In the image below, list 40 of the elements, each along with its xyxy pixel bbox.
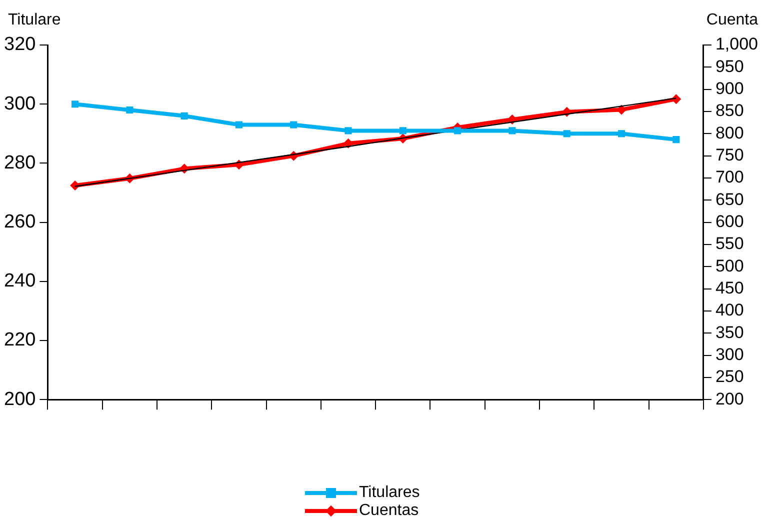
point	[672, 136, 680, 144]
y2-tick-label: 400	[715, 300, 744, 320]
y2-tick-label: 600	[715, 212, 744, 231]
point	[71, 100, 79, 108]
point	[618, 130, 626, 138]
y-tick-label: 200	[4, 388, 36, 410]
point	[399, 127, 406, 134]
y2-tick-label: 750	[715, 146, 744, 164]
point	[235, 121, 242, 128]
point	[344, 127, 352, 134]
y-tick-label: 220	[4, 330, 36, 351]
y2-tick-label: 700	[715, 168, 744, 187]
y2-tick-label: 1,000	[715, 34, 758, 54]
y2-tick-label: 650	[715, 190, 744, 209]
point	[180, 112, 188, 120]
y-tick-label: 260	[4, 212, 36, 233]
point	[508, 127, 516, 134]
y-tick-label: 300	[4, 93, 36, 114]
y2-tick-label: 500	[715, 256, 744, 276]
point	[563, 130, 570, 138]
legend-label: Cuentas	[359, 502, 419, 520]
y2-tick-label: 950	[715, 56, 744, 76]
y-tick-label: 280	[4, 152, 36, 174]
y2-tick-label: 550	[715, 234, 744, 254]
y2-tick-label: 900	[715, 79, 744, 98]
y2-axis-title: Cuenta	[706, 11, 758, 28]
y2-tick-label: 250	[715, 367, 744, 386]
y2-tick-label: 850	[715, 101, 744, 120]
y-axis-title: Titulare	[8, 11, 61, 28]
point	[126, 106, 134, 114]
point	[454, 127, 462, 134]
y2-tick-label: 800	[715, 123, 744, 142]
y2-tick-label: 200	[715, 389, 744, 408]
y2-tick-label: 450	[715, 278, 744, 298]
y2-tick-label: 300	[715, 344, 744, 364]
point	[290, 121, 298, 128]
y-tick-label: 320	[4, 34, 36, 56]
y2-tick-label: 350	[715, 322, 744, 342]
legend-label: Titulares	[359, 484, 420, 502]
y-tick-label: 240	[4, 270, 36, 292]
